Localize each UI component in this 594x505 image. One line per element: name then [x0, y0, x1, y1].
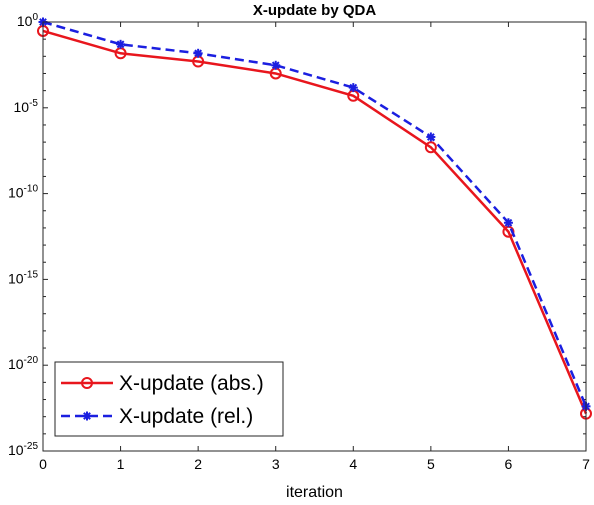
y-tick-base: 10 [14, 99, 30, 115]
data-point-asterisk [503, 218, 513, 228]
x-tick-label: 5 [427, 456, 435, 472]
legend-marker-asterisk [82, 411, 92, 421]
y-tick-exponent: -15 [24, 269, 39, 280]
y-tick-label: 10-20 [8, 355, 38, 372]
data-point-asterisk [193, 48, 203, 58]
series-line [42, 29, 588, 415]
y-tick-base: 10 [17, 13, 33, 29]
legend-label: X-update (abs.) [119, 372, 264, 395]
x-tick-label: 1 [117, 456, 125, 472]
legend: X-update (abs.) X-update (rel.) [54, 361, 284, 437]
y-tick-label: 100 [17, 12, 39, 29]
x-tick-label: 3 [272, 456, 280, 472]
data-point-asterisk [348, 83, 358, 93]
data-point-circle [424, 141, 437, 154]
plot-frame [42, 21, 587, 452]
y-tick-base: 10 [8, 356, 24, 372]
y-tick-exponent: -5 [29, 98, 38, 109]
data-point-asterisk [116, 39, 126, 49]
chart-title: X-update by QDA [253, 2, 377, 19]
x-tick-label: 6 [505, 456, 513, 472]
y-tick-label: 10-25 [8, 441, 38, 458]
x-tick-label: 7 [582, 456, 590, 472]
series-line [42, 20, 588, 407]
x-axis-label: iteration [286, 484, 343, 500]
legend-box [54, 361, 284, 437]
y-tick-label: 10-15 [8, 269, 38, 286]
x-tick-label: 4 [349, 456, 357, 472]
y-tick-exponent: -10 [24, 184, 39, 195]
y-tick-label: 10-5 [14, 98, 39, 115]
legend-label: X-update (rel.) [119, 405, 253, 428]
data-point-asterisk [271, 60, 281, 70]
series-layer [37, 17, 592, 420]
y-tick-exponent: -20 [24, 355, 39, 366]
x-tick-label: 2 [194, 456, 202, 472]
y-tick-base: 10 [8, 270, 24, 286]
y-tick-base: 10 [8, 442, 24, 458]
y-tick-exponent: -25 [24, 441, 39, 452]
y-tick-base: 10 [8, 185, 24, 201]
y-tick-exponent: 0 [32, 12, 38, 23]
legend-marker-circle [81, 377, 93, 389]
y-tick-label: 10-10 [8, 184, 38, 201]
x-tick-label: 0 [39, 456, 47, 472]
data-point-asterisk [426, 132, 436, 142]
